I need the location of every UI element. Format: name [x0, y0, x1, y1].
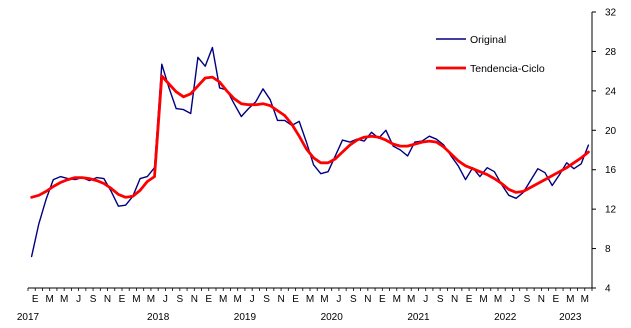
legend-label-original: Original	[470, 34, 506, 46]
x-tick-label: J	[423, 294, 428, 305]
x-tick-label: M	[132, 294, 140, 305]
legend-label-tendencia-ciclo: Tendencia-Ciclo	[470, 63, 545, 75]
y-tick-label: 8	[605, 244, 611, 255]
x-tick-label: M	[219, 294, 227, 305]
x-tick-label: J	[163, 294, 168, 305]
x-tick-label: S	[350, 294, 357, 305]
x-tick-label: N	[191, 294, 198, 305]
y-tick-label: 16	[605, 165, 617, 176]
x-year-label: 2019	[234, 312, 257, 323]
x-year-label: 2022	[494, 312, 517, 323]
x-tick-label: M	[494, 294, 502, 305]
x-tick-label: S	[90, 294, 97, 305]
y-tick-label: 28	[605, 47, 617, 58]
x-tick-label: M	[60, 294, 68, 305]
x-tick-label: M	[306, 294, 314, 305]
x-tick-label: S	[437, 294, 444, 305]
y-tick-label: 32	[605, 8, 617, 19]
y-tick-label: 12	[605, 205, 617, 216]
x-tick-label: E	[119, 294, 126, 305]
x-tick-label: N	[538, 294, 545, 305]
x-tick-label: M	[320, 294, 328, 305]
series-line-tendencia-ciclo	[30, 74, 590, 199]
x-tick-label: M	[46, 294, 54, 305]
x-tick-label: E	[205, 294, 212, 305]
x-tick-label: N	[451, 294, 458, 305]
y-axis: 4 8 12 16 20 24 28 32	[591, 8, 617, 295]
x-axis: E M M J S N E M M J S N E M M J S N E M M J S N E M M J S N E M M J S N E M M2…	[17, 287, 593, 323]
x-tick-label: S	[263, 294, 270, 305]
x-tick-label: M	[407, 294, 415, 305]
x-year-label: 2020	[321, 312, 344, 323]
x-tick-label: J	[510, 294, 515, 305]
x-tick-label: E	[553, 294, 560, 305]
x-tick-label: J	[76, 294, 81, 305]
x-tick-label: S	[524, 294, 531, 305]
x-tick-label: J	[336, 294, 341, 305]
x-tick-label: J	[250, 294, 255, 305]
x-tick-label: E	[32, 294, 39, 305]
x-tick-label: M	[479, 294, 487, 305]
x-tick-label: E	[466, 294, 473, 305]
series-lines	[30, 46, 590, 258]
x-tick-label: N	[364, 294, 371, 305]
y-tick-label: 4	[605, 284, 611, 295]
x-tick-label: S	[177, 294, 184, 305]
x-year-label: 2023	[559, 312, 582, 323]
x-tick-label: M	[566, 294, 574, 305]
x-tick-label: E	[379, 294, 386, 305]
x-year-label: 2018	[147, 312, 170, 323]
x-tick-label: M	[234, 294, 242, 305]
x-tick-label: M	[581, 294, 589, 305]
x-tick-label: E	[292, 294, 299, 305]
legend: Original Tendencia-Ciclo	[436, 34, 545, 75]
x-tick-label: M	[147, 294, 155, 305]
y-tick-label: 24	[605, 86, 617, 97]
y-tick-label: 20	[605, 126, 617, 137]
x-tick-label: N	[277, 294, 284, 305]
x-year-label: 2021	[407, 312, 430, 323]
x-tick-label: N	[104, 294, 111, 305]
x-tick-label: M	[393, 294, 401, 305]
x-year-label: 2017	[17, 312, 40, 323]
